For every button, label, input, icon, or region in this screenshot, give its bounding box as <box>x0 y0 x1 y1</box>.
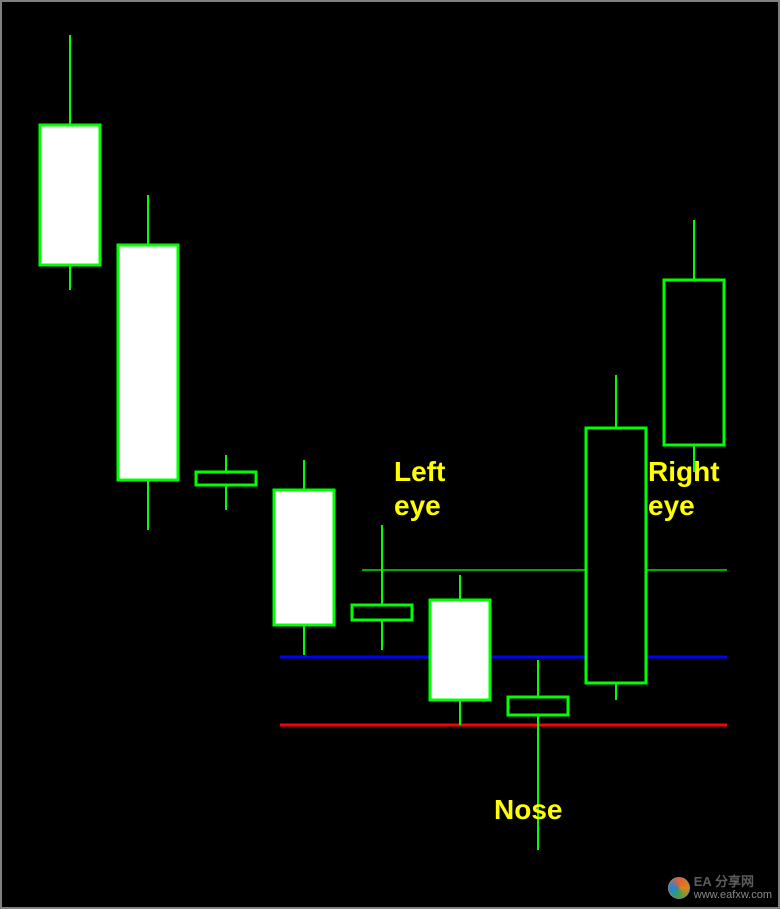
annotation-label: Nose <box>494 793 562 827</box>
candlesticks <box>40 35 724 850</box>
candle-body <box>274 490 334 625</box>
watermark-icon <box>668 877 690 899</box>
annotation-label: Left eye <box>394 455 445 522</box>
candle-body <box>664 280 724 445</box>
annotation-label: Right eye <box>648 455 720 522</box>
candle-body <box>40 125 100 265</box>
horizontal-lines <box>280 570 727 725</box>
candle-body <box>118 245 178 480</box>
watermark-url: www.eafxw.com <box>694 889 772 901</box>
candle-body <box>352 605 412 620</box>
watermark-title: EA 分享网 <box>694 875 772 889</box>
candle-body <box>586 428 646 683</box>
watermark: EA 分享网 www.eafxw.com <box>668 875 772 901</box>
candle-body <box>508 697 568 715</box>
candle-body <box>196 472 256 485</box>
watermark-text: EA 分享网 www.eafxw.com <box>694 875 772 901</box>
candle-body <box>430 600 490 700</box>
